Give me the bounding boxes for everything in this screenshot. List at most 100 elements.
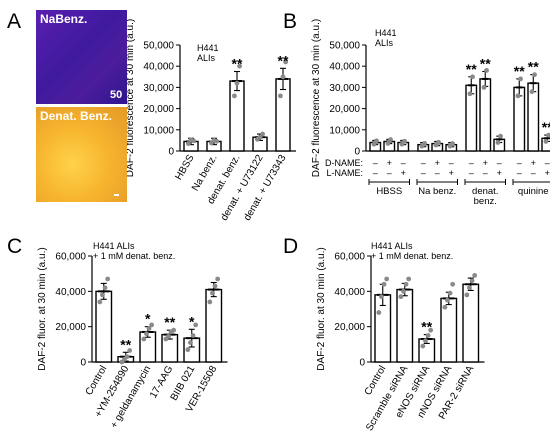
panel-c-data-point [212,283,218,289]
panel-d-ytick-label: 0 [359,358,365,369]
panel-b-dname-label: D-NAME: [325,158,363,168]
panel-d-data-point [423,338,428,344]
panel-b-group-label: Na benz. [418,186,456,197]
panel-b-lname-sign: + [449,168,454,178]
panel-b-lname-label: L-NAME: [326,168,363,178]
panel-b-ytick-label: 0 [354,147,360,158]
panel-b-data-point [529,89,535,95]
panel-b-lname-sign: – [531,168,536,178]
panel-b-data-point [518,76,523,82]
panel-a-ylabel: DAF-2 fluorescence at 30 min (a.u.) [125,19,136,177]
panel-a-data-point [214,138,220,144]
denat-benz-image: Denat. Benz. [36,107,127,202]
panel-d-data-point [420,343,426,349]
panel-b-data-point [515,93,521,99]
panel-d-data-point [428,327,434,333]
panel-a-significance: ** [278,52,289,68]
panel-c-data-point [210,290,215,296]
panel-c-significance: ** [120,336,131,352]
panel-b-dname-sign: – [421,158,426,168]
small-scale-bar [114,194,119,196]
panel-b-data-point [388,137,393,142]
panel-letter-c: C [7,235,23,258]
panel-c-data-point [193,322,199,328]
panel-b-dname-sign: – [545,158,550,168]
panel-b-significance: ** [466,61,477,77]
panel-d-ylabel: DAF-2 fluor. at 30 min (a.u.) [316,247,327,370]
panel-b-data-point [371,141,377,147]
panel-c-data-point [105,276,111,282]
panel-d-title: H441 ALIs + 1 mM denat. benz. [371,241,454,261]
panel-c-data-point [127,348,133,353]
panel-a-bar [229,80,245,152]
panel-b-dname-sign: – [401,158,406,168]
panel-b-data-point [450,141,455,146]
panel-c-data-point [207,299,213,305]
panel-a-ytick-label: 40,000 [143,62,174,73]
panel-a-data-point [234,80,240,86]
panel-b-data-point [467,91,473,97]
panel-b-dname-sign: – [469,158,474,168]
panel-b-lname-sign: + [401,168,406,178]
panel-b-data-point [385,140,391,146]
panel-c-ylabel: DAF-2 fluor. at 30 min (a.u.) [37,247,48,370]
panel-b-data-point [374,138,379,144]
panel-c-data-point [171,327,177,333]
panel-b-data-point [532,72,537,78]
panel-b-data-point [436,139,441,145]
panel-b-lname-sign: – [483,168,488,178]
panel-d-data-point [445,297,450,303]
panel-c-data-point [141,336,147,342]
panel-d-ytick-label: 40,000 [334,287,365,298]
panel-a-xtick-label: HBSS [173,153,196,182]
panel-b-significance: ** [542,119,550,135]
panel-d-significance: ** [421,319,432,335]
nabenz-image-label: NaBenz. [40,12,88,26]
panel-a-xtick-label: denat. + U73343 [242,153,289,223]
panel-b-group-label: quinine [518,186,549,197]
panel-b-data-point [495,140,501,145]
panel-d-data-point [450,281,456,287]
panel-c-data-point [166,333,171,339]
panel-d-data-point [447,290,453,296]
panel-d-data-point [384,276,390,282]
panel-d-ytick-label: 20,000 [334,322,365,333]
panel-a-data-point [257,134,263,140]
panel-a-data-point [186,141,191,146]
panel-b-bar [479,78,492,152]
panel-c-data-point [102,285,108,291]
panel-c-significance: * [189,313,195,329]
panel-b-data-point [481,85,487,90]
panel-letter-a: A [7,10,22,33]
panel-b-dname-sign: + [483,158,488,168]
panel-a-ytick-label: 10,000 [143,125,174,136]
scale-bar-label: 50 µm [110,89,126,104]
panel-d-data-point [381,281,387,287]
panel-a-data-point [260,131,265,137]
panel-c-data-point [190,333,196,338]
panel-b-significance: ** [528,59,539,75]
panel-d-data-point [472,273,478,278]
panel-a-title: H441 ALIs [197,43,219,63]
panel-b-title: H441 ALIs [375,28,397,48]
panel-c-data-point [144,331,149,337]
panel-d-data-point [406,276,412,282]
panel-c-data-point [149,322,155,328]
panel-d-data-point [401,288,406,294]
denat-benz-image-label: Denat. Benz. [40,109,113,123]
panel-d-data-point [398,294,404,300]
panel-b-dname-sign: – [497,158,502,168]
panel-b-dname-sign: – [449,158,454,168]
panel-d-data-point [467,285,472,291]
panel-b-lname-sign: – [435,168,440,178]
panel-letter-d: D [283,235,299,258]
panel-b-ytick-label: 30,000 [329,83,360,94]
panel-a-ytick-label: 0 [168,147,174,158]
panel-c-title: H441 ALIs + 1 mM denat. benz. [93,241,176,261]
panel-a-data-point [278,93,283,99]
panel-a-data-point [232,93,237,99]
panel-b-lname-sign: + [545,168,550,178]
panel-c-data-point [185,347,191,353]
panel-b-significance: ** [514,63,525,79]
panel-d-data-point [425,333,431,338]
